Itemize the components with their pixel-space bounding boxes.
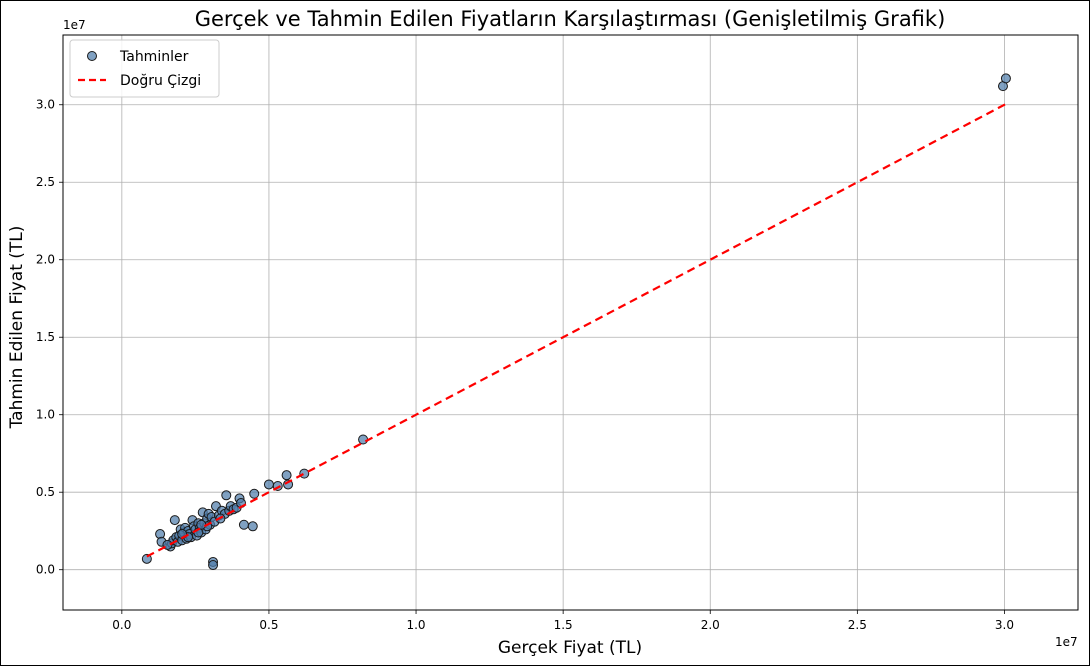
scatter-point bbox=[358, 434, 369, 445]
scatter-point bbox=[169, 515, 180, 526]
x-tick-label: 2.5 bbox=[848, 618, 867, 632]
y-tick-label: 2.5 bbox=[36, 175, 55, 189]
y-tick-label: 1.5 bbox=[36, 330, 55, 344]
x-tick-label: 0.5 bbox=[259, 618, 278, 632]
x-tick-label: 0.0 bbox=[112, 618, 131, 632]
y-tick-label: 0.5 bbox=[36, 485, 55, 499]
scatter-point bbox=[1000, 73, 1011, 84]
x-tick-label: 1.0 bbox=[406, 618, 425, 632]
chart-title: Gerçek ve Tahmin Edilen Fiyatların Karşı… bbox=[195, 7, 946, 31]
grid bbox=[63, 35, 1078, 610]
legend: Tahminler Doğru Çizgi bbox=[69, 39, 220, 98]
data-marks bbox=[141, 73, 1011, 571]
y-axis-label: Tahmin Edilen Fiyat (TL) bbox=[7, 226, 27, 430]
x-axis-label: Gerçek Fiyat (TL) bbox=[498, 638, 642, 658]
y-tick-label: 1.0 bbox=[36, 408, 55, 422]
axes: 0.0 0.5 1.0 1.5 2.0 2.5 3.0 0.0 0.5 1.0 1.5 2.0 2.5 3… bbox=[36, 34, 1079, 632]
scatter-point bbox=[141, 553, 152, 564]
scatter-point bbox=[247, 521, 258, 532]
scatter-point bbox=[249, 488, 260, 499]
x-tick-label: 1.5 bbox=[554, 618, 573, 632]
legend-box bbox=[69, 39, 220, 98]
y-axis-offset-label: 1e7 bbox=[63, 18, 86, 32]
legend-label-tahminler: Tahminler bbox=[119, 49, 189, 65]
scatter-point bbox=[263, 479, 274, 490]
scatter-point bbox=[299, 468, 310, 479]
plot-area-border bbox=[62, 34, 1079, 611]
x-tick-label: 2.0 bbox=[701, 618, 720, 632]
y-tick-label: 2.0 bbox=[36, 253, 55, 267]
scatter-point bbox=[196, 519, 207, 530]
legend-marker-scatter bbox=[87, 51, 97, 61]
y-tick-label: 0.0 bbox=[36, 563, 55, 577]
scatter-point bbox=[208, 560, 219, 571]
x-axis-offset-label: 1e7 bbox=[1055, 635, 1078, 649]
scatter-point bbox=[281, 470, 292, 481]
x-tick-label: 3.0 bbox=[995, 618, 1014, 632]
scatter-point bbox=[221, 490, 232, 501]
reference-line bbox=[146, 102, 1007, 558]
legend-label-dogru-cizgi: Doğru Çizgi bbox=[120, 73, 201, 89]
scatter-point bbox=[238, 519, 249, 530]
y-tick-label: 3.0 bbox=[36, 98, 55, 112]
